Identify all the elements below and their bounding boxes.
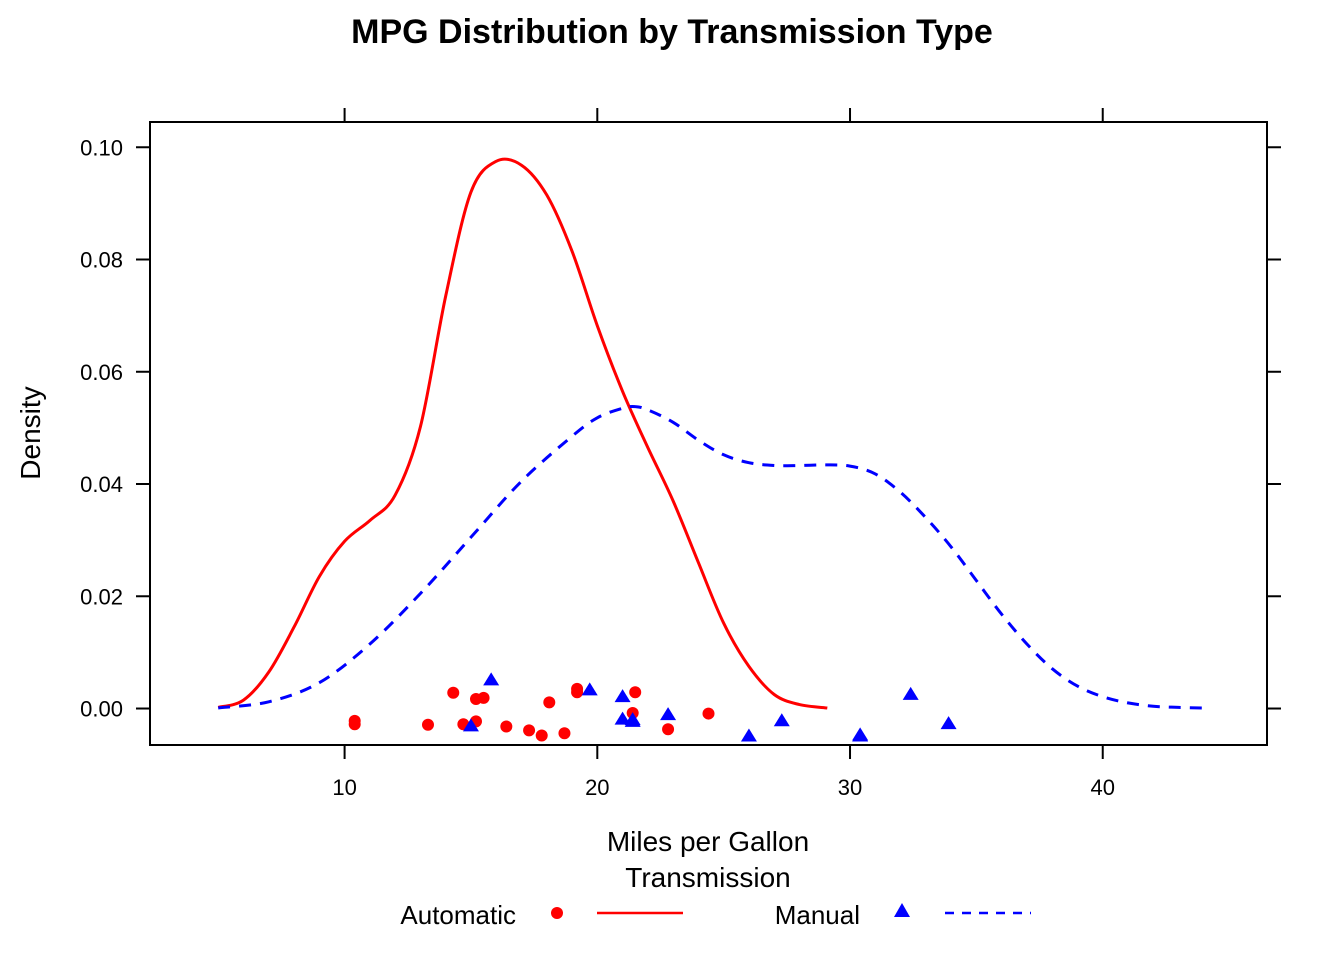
legend-marker-manual [894,903,910,917]
plot-frame [149,121,1268,746]
x-tick-label: 20 [585,775,609,800]
x-axis-label: Miles per Gallon [607,826,809,857]
data-point-automatic [523,724,536,737]
axes: 10 20 30 40 0.00 0.02 0.04 0.06 0.08 0.10 [80,108,1281,800]
legend: Transmission Automatic Manual [400,862,1031,930]
data-points [348,672,957,742]
legend-label-automatic: Automatic [400,900,516,930]
data-point-automatic [571,686,584,699]
x-tick-label: 10 [332,775,356,800]
y-tick-label: 0.00 [80,697,123,722]
data-point-manual [740,728,757,742]
x-tick-label: 30 [838,775,862,800]
legend-label-manual: Manual [775,900,860,930]
y-tick-label: 0.04 [80,472,123,497]
legend-title: Transmission [625,862,790,893]
data-point-automatic [702,707,715,720]
x-tick-label: 40 [1090,775,1114,800]
legend-marker-automatic [551,907,563,919]
y-tick-label: 0.10 [80,135,123,160]
data-point-manual [940,716,957,730]
data-point-automatic [535,729,548,742]
data-point-manual [462,718,479,732]
data-point-automatic [543,696,556,709]
data-point-automatic [477,691,490,704]
data-point-manual [852,727,869,741]
data-point-automatic [348,718,361,731]
y-tick-label: 0.06 [80,360,123,385]
density-line-manual [218,404,1204,710]
chart-title: MPG Distribution by Transmission Type [351,13,993,51]
density-line-automatic [217,157,828,710]
data-point-manual [614,711,631,725]
data-point-manual [902,686,919,700]
data-point-automatic [662,723,675,736]
data-point-automatic [500,720,513,733]
y-tick-label: 0.02 [80,584,123,609]
y-tick-label: 0.08 [80,248,123,273]
data-point-automatic [629,686,642,699]
data-point-manual [660,707,677,721]
data-point-automatic [421,718,434,731]
data-point-automatic [447,686,460,699]
data-point-manual [483,672,500,686]
data-point-automatic [558,727,571,740]
data-point-manual [773,713,790,727]
y-axis-label: Density [15,386,46,479]
data-point-manual [624,712,641,726]
density-lines [217,157,1204,710]
data-point-manual [614,689,631,703]
data-point-manual [581,682,598,696]
